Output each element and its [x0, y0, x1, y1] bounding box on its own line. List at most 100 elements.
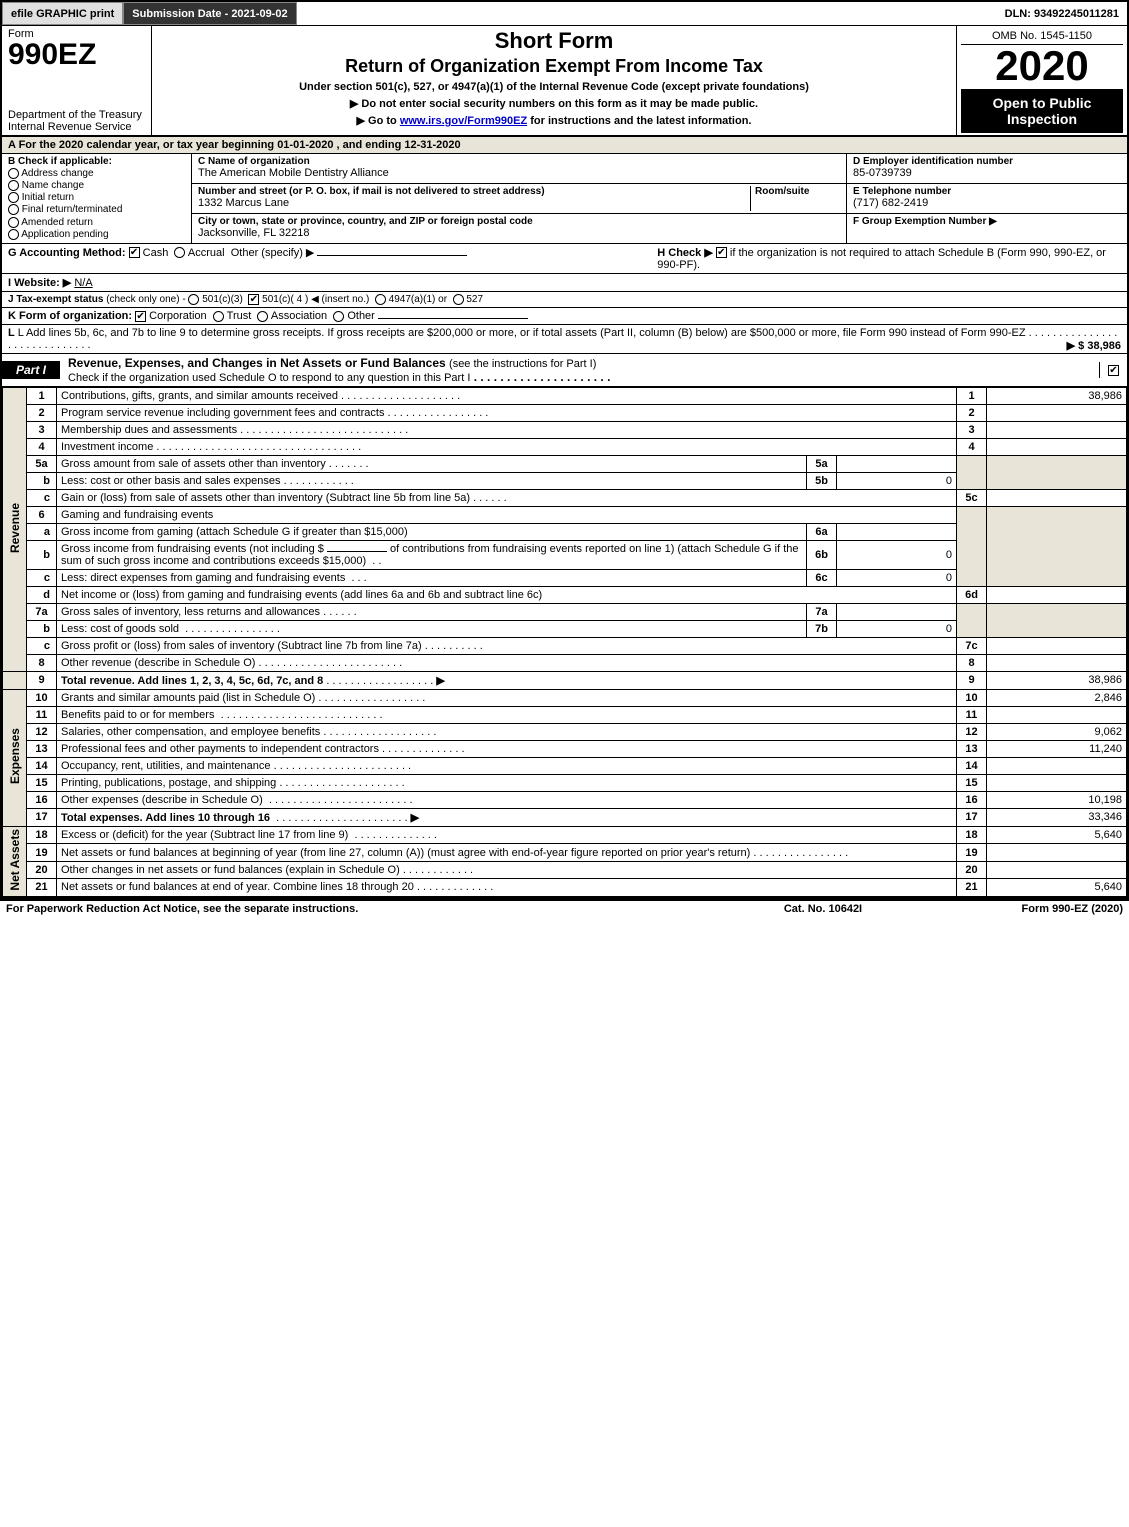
h-label: H Check ▶: [657, 247, 713, 259]
line6-desc: Gaming and fundraising events: [61, 509, 213, 521]
footer-right: Form 990-EZ (2020): [923, 903, 1123, 915]
4947-label: 4947(a)(1) or: [389, 294, 447, 305]
line4-desc: Investment income: [61, 441, 153, 453]
line7ab-grayamt: [987, 603, 1127, 637]
line3-amt: [987, 421, 1127, 438]
schedule-o-checkbox[interactable]: [1108, 365, 1119, 376]
line18-desc: Excess or (deficit) for the year (Subtra…: [61, 829, 348, 841]
irs-label: Internal Revenue Service: [8, 121, 132, 133]
line6a-subval: [837, 523, 957, 540]
line10-num: 10: [27, 689, 57, 706]
line4-num: 4: [27, 438, 57, 455]
line18-rnum: 18: [957, 826, 987, 843]
line16-rnum: 16: [957, 791, 987, 808]
line5c-rnum: 5c: [957, 489, 987, 506]
dln-label: DLN: 93492245011281: [997, 2, 1127, 25]
schedule-o-checkbox-cell: [1099, 362, 1127, 378]
501c3-checkbox[interactable]: [188, 294, 199, 305]
line6b-subval: 0: [837, 540, 957, 569]
name-change-checkbox[interactable]: [8, 180, 19, 191]
h-checkbox[interactable]: [716, 247, 727, 258]
under-section: Under section 501(c), 527, or 4947(a)(1)…: [162, 81, 946, 93]
line6b-input[interactable]: [327, 551, 387, 552]
line7a-subval: [837, 603, 957, 620]
address-change-label: Address change: [21, 168, 93, 179]
final-return-checkbox[interactable]: [8, 204, 19, 215]
l-amount: ▶ $ 38,986: [1067, 339, 1121, 352]
line17-arrow: ▶: [411, 812, 419, 824]
assoc-checkbox[interactable]: [257, 311, 268, 322]
amended-return-checkbox[interactable]: [8, 217, 19, 228]
line15-num: 15: [27, 774, 57, 791]
street-label: Number and street (or P. O. box, if mail…: [198, 186, 750, 197]
website-value: N/A: [74, 277, 92, 289]
line5ab-grayamt: [987, 455, 1127, 489]
line5c-desc: Gain or (loss) from sale of assets other…: [61, 492, 470, 504]
tax-year: 2020: [961, 45, 1123, 87]
topbar: efile GRAPHIC print Submission Date - 20…: [2, 2, 1127, 26]
efile-print-button[interactable]: efile GRAPHIC print: [2, 2, 123, 25]
corp-checkbox[interactable]: [135, 311, 146, 322]
4947-checkbox[interactable]: [375, 294, 386, 305]
527-label: 527: [466, 294, 483, 305]
line6b-box: 6b: [807, 540, 837, 569]
line10-amt: 2,846: [987, 689, 1127, 706]
line18-amt: 5,640: [987, 826, 1127, 843]
line11-rnum: 11: [957, 706, 987, 723]
form-number: 990EZ: [8, 40, 145, 70]
assoc-label: Association: [271, 310, 327, 322]
line7a-box: 7a: [807, 603, 837, 620]
org-name: The American Mobile Dentistry Alliance: [198, 167, 840, 179]
part1-title: Revenue, Expenses, and Changes in Net As…: [60, 354, 1099, 386]
trust-checkbox[interactable]: [213, 311, 224, 322]
line17-desc: Total expenses. Add lines 10 through 16: [61, 812, 270, 824]
other-org-checkbox[interactable]: [333, 311, 344, 322]
other-method-input[interactable]: [317, 255, 467, 256]
527-checkbox[interactable]: [453, 294, 464, 305]
room-label: Room/suite: [755, 186, 840, 197]
irs-link[interactable]: www.irs.gov/Form990EZ: [400, 115, 527, 127]
line6d-desc: Net income or (loss) from gaming and fun…: [61, 589, 542, 601]
line7a-num: 7a: [27, 603, 57, 620]
line4-rnum: 4: [957, 438, 987, 455]
app-pending-checkbox[interactable]: [8, 229, 19, 240]
line8-desc: Other revenue (describe in Schedule O): [61, 657, 255, 669]
address-change-checkbox[interactable]: [8, 168, 19, 179]
line2-rnum: 2: [957, 404, 987, 421]
line7c-amt: [987, 637, 1127, 654]
line9-arrow: ▶: [436, 675, 444, 687]
submission-date-button[interactable]: Submission Date - 2021-09-02: [123, 2, 296, 25]
line5a-box: 5a: [807, 455, 837, 472]
other-org-input[interactable]: [378, 318, 528, 319]
amended-return-label: Amended return: [21, 217, 93, 228]
line16-amt: 10,198: [987, 791, 1127, 808]
line13-desc: Professional fees and other payments to …: [61, 743, 379, 755]
line15-desc: Printing, publications, postage, and shi…: [61, 777, 276, 789]
line19-num: 19: [27, 844, 57, 861]
line5a-desc: Gross amount from sale of assets other t…: [61, 458, 326, 470]
line18-num: 18: [27, 826, 57, 843]
line12-rnum: 12: [957, 723, 987, 740]
line17-rnum: 17: [957, 808, 987, 826]
accrual-checkbox[interactable]: [174, 247, 185, 258]
section-c: C Name of organization The American Mobi…: [192, 154, 847, 243]
line19-desc: Net assets or fund balances at beginning…: [61, 847, 750, 859]
goto-line: ▶ Go to www.irs.gov/Form990EZ for instru…: [162, 114, 946, 127]
line2-num: 2: [27, 404, 57, 421]
tax-status-row: J Tax-exempt status (check only one) - 5…: [2, 292, 1127, 308]
e-label: E Telephone number: [853, 186, 1121, 197]
line7c-desc: Gross profit or (loss) from sales of inv…: [61, 640, 422, 652]
insert-no-label: ◀ (insert no.): [311, 294, 369, 305]
line15-rnum: 15: [957, 774, 987, 791]
expenses-sidetab: Expenses: [3, 689, 27, 826]
501c-checkbox[interactable]: [248, 294, 259, 305]
line6a-num: a: [27, 523, 57, 540]
page-footer: For Paperwork Reduction Act Notice, see …: [0, 899, 1129, 917]
initial-return-checkbox[interactable]: [8, 192, 19, 203]
cash-checkbox[interactable]: [129, 247, 140, 258]
form-header: Form 990EZ Department of the Treasury In…: [2, 26, 1127, 137]
line11-amt: [987, 706, 1127, 723]
line6b-desc1: Gross income from fundraising events (no…: [61, 543, 324, 555]
form-right-cell: OMB No. 1545-1150 2020 Open to Public In…: [957, 26, 1127, 135]
line5ab-gray: [957, 455, 987, 489]
